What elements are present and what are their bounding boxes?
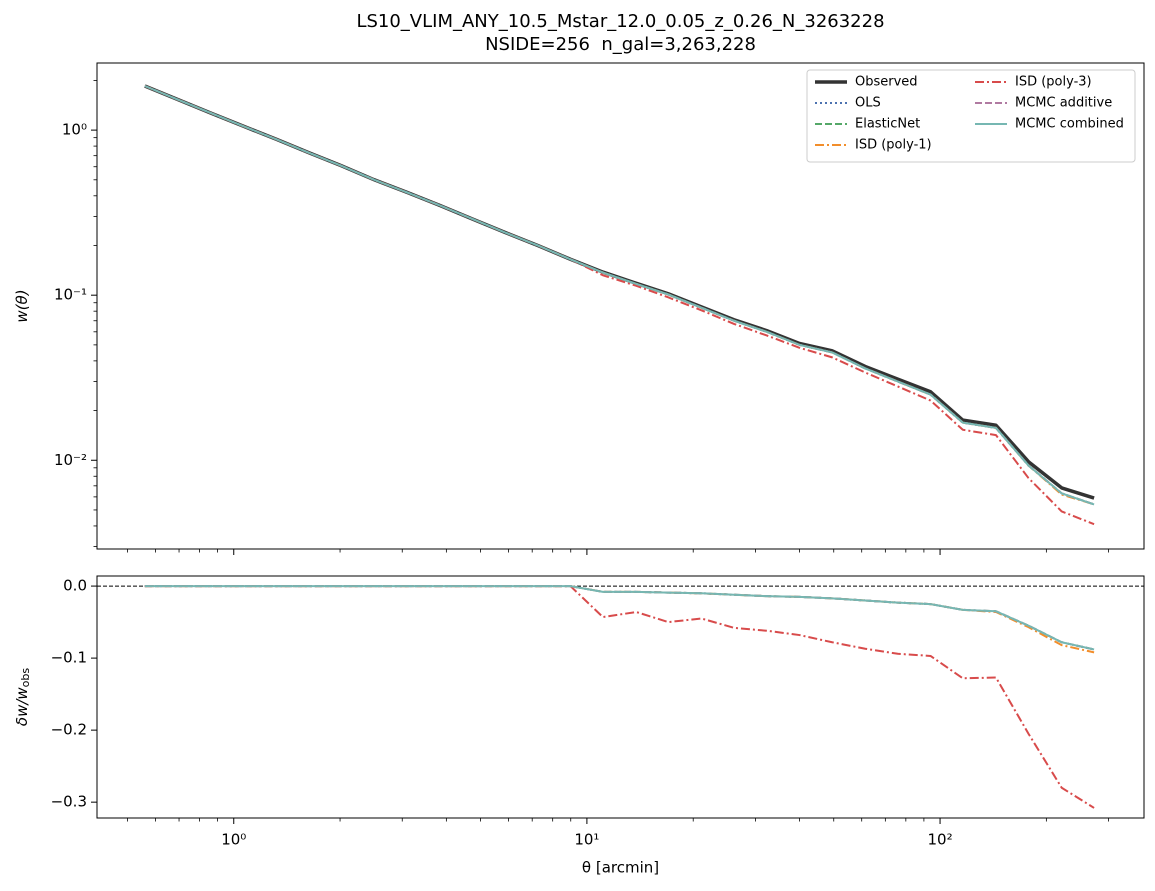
y-tick-label: 10⁻¹	[54, 286, 87, 304]
axes-frame	[96, 575, 1145, 819]
y-tick-label: −0.3	[51, 793, 87, 811]
x-tick-label: 10⁰	[221, 831, 246, 849]
y-tick-label: 10⁻²	[54, 451, 87, 469]
y-axis-label: δw/wobs	[13, 668, 33, 726]
chart-subtitle: NSIDE=256 n_gal=3,263,228	[485, 34, 756, 55]
legend-label: MCMC additive	[1015, 96, 1112, 111]
y-axis-label-main: w(θ)	[13, 289, 31, 322]
legend-label: MCMC combined	[1015, 117, 1124, 132]
x-tick-label: 10²	[928, 831, 953, 849]
legend-label: ElasticNet	[855, 117, 920, 132]
plot-area	[97, 585, 1144, 809]
series-line	[144, 85, 1095, 506]
y-tick-label: −0.1	[51, 649, 87, 667]
y-tick-label: 0.0	[63, 577, 87, 595]
y-axis-label-sub: obs	[19, 668, 32, 688]
plot-area	[144, 84, 1095, 526]
series-line	[144, 585, 1095, 651]
y-tick-label: 10⁰	[62, 121, 87, 139]
y-axis-label: w(θ)	[13, 289, 31, 322]
legend-box	[806, 69, 1136, 163]
x-tick-label: 10¹	[574, 831, 599, 849]
chart-title: LS10_VLIM_ANY_10.5_Mstar_12.0_0.05_z_0.2…	[356, 11, 884, 32]
axes-frame	[96, 62, 1145, 550]
x-axis-label: θ [arcmin]	[582, 859, 659, 877]
legend-label: Observed	[855, 75, 918, 90]
y-axis-label-main: δw/w	[13, 687, 31, 726]
legend-label: ISD (poly-1)	[855, 138, 932, 153]
legend-label: ISD (poly-3)	[1015, 75, 1092, 90]
y-tick-label: −0.2	[51, 721, 87, 739]
legend-label: OLS	[855, 96, 881, 111]
